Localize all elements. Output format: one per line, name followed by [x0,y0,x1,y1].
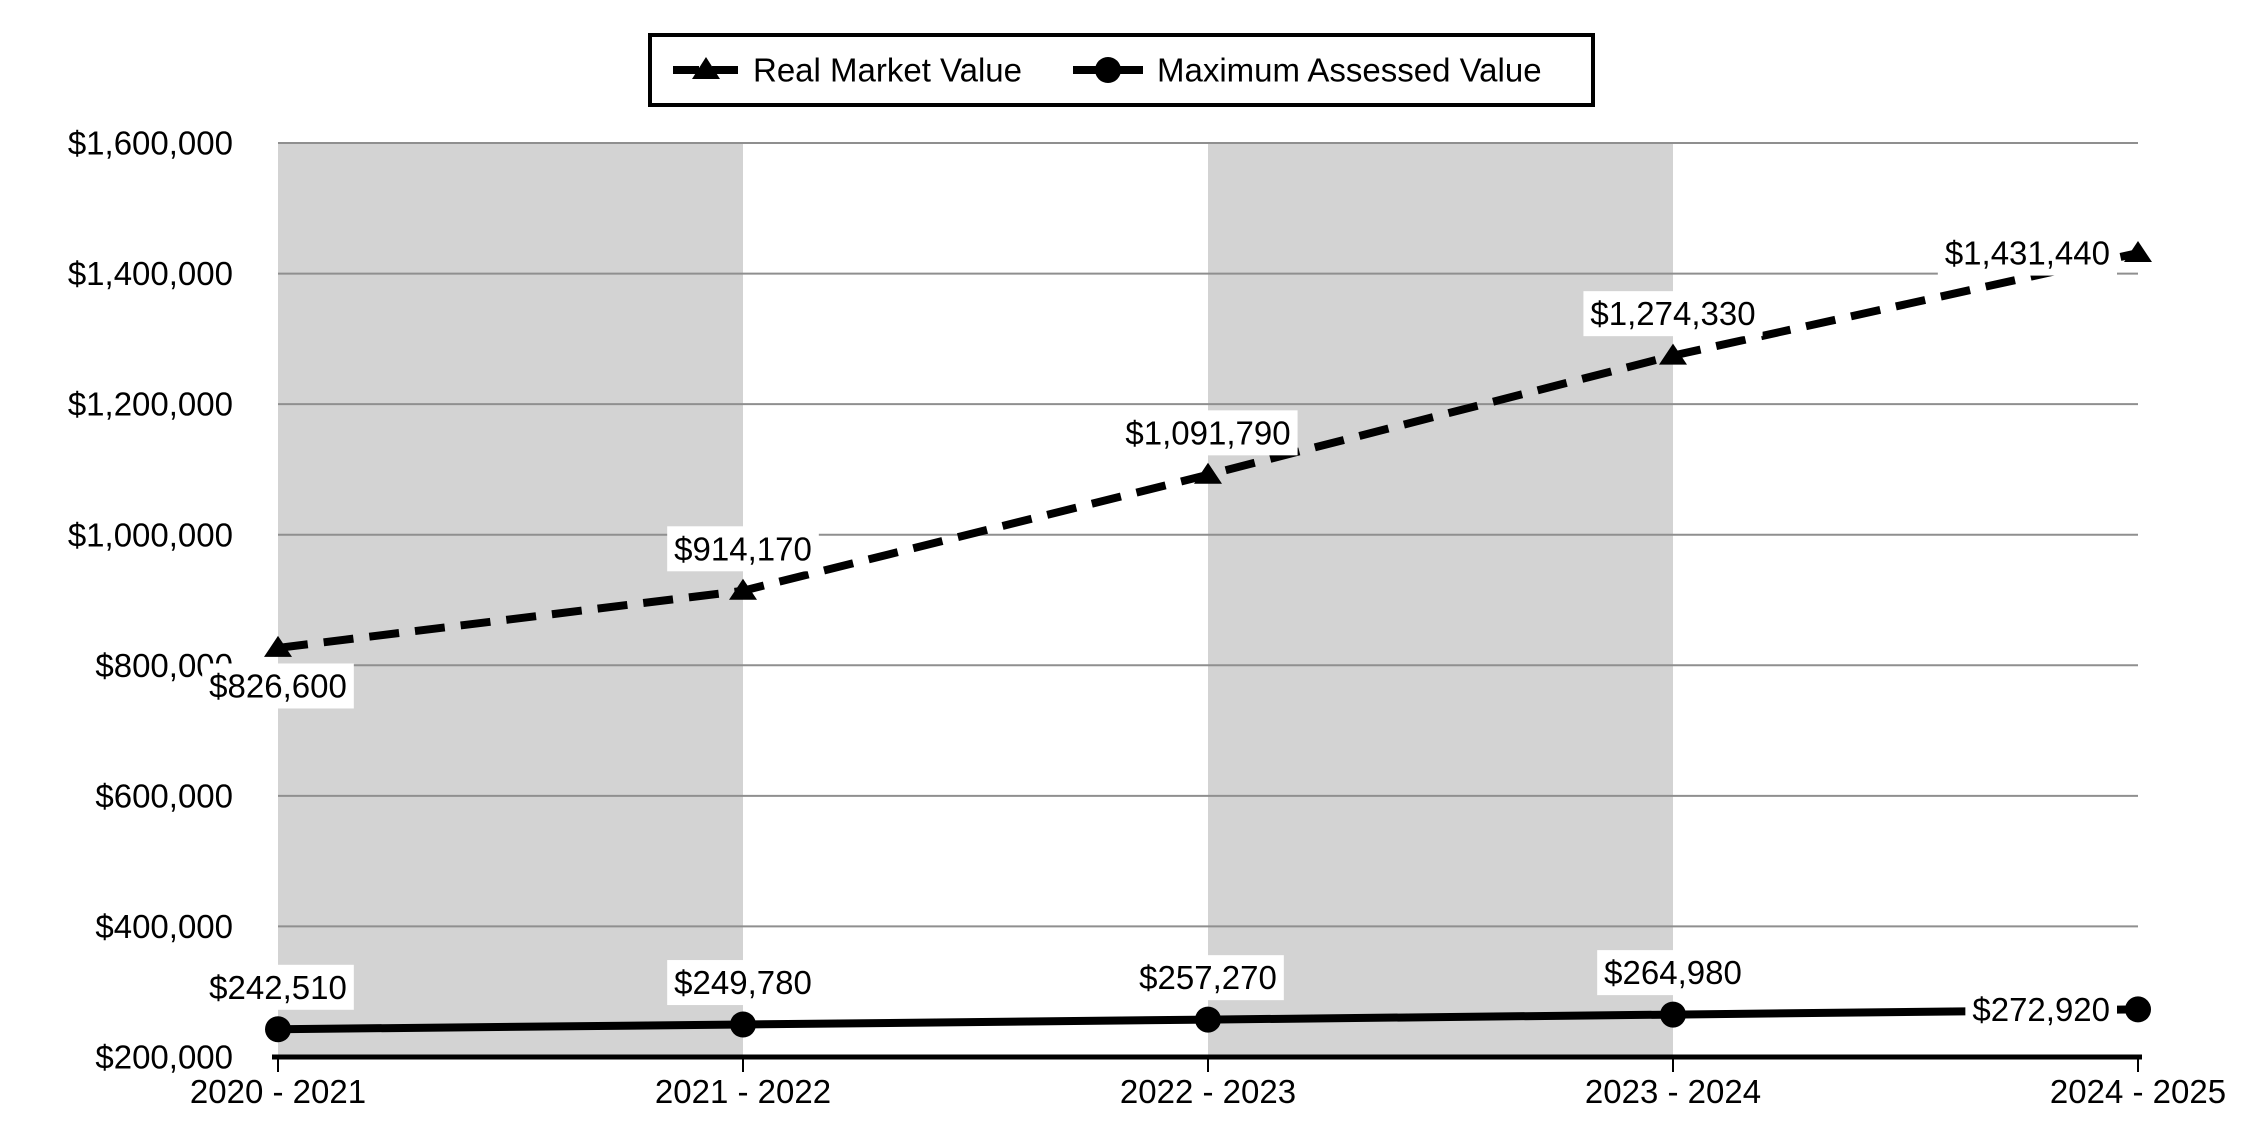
y-axis-tick-label: $1,400,000 [68,255,233,292]
circle-marker-icon [1195,1006,1221,1033]
legend-item-maximum-assessed-value: Maximum Assessed Value [1073,52,1542,89]
triangle-marker-icon [729,578,757,600]
data-point-label: $249,780 [674,964,812,1001]
data-label-background [202,964,354,1010]
series-maximum-assessed-value [265,996,2151,1043]
data-point-label: $1,091,790 [1125,414,1290,451]
legend-label-maximum-assessed-value: Maximum Assessed Value [1157,52,1542,89]
y-axis-tick-label: $1,600,000 [68,125,233,162]
data-point-label: $242,510 [209,969,347,1006]
x-axis-tick-label: 2024 - 2025 [2050,1073,2226,1110]
data-point-label: $264,980 [1604,954,1742,991]
legend-triangle-marker-icon [692,57,720,79]
x-axis-tick-label: 2022 - 2023 [1120,1073,1296,1110]
data-label-background [1583,291,1763,337]
y-axis-tick-label: $200,000 [95,1039,233,1076]
triangle-marker-icon [1194,462,1222,484]
gridlines-layer [278,142,2138,1058]
plot-band [1208,143,1673,1057]
series-real-market-value [264,241,2152,657]
circle-marker-icon [1660,1001,1686,1028]
data-labels-layer: $826,600 $914,170 $1,091,790 $1,274,330 $1,4… [202,230,2117,1032]
y-axis-labels-layer: $200,000$400,000$600,000$800,000$1,000,0… [68,125,233,1076]
circle-marker-icon [730,1011,756,1038]
x-axis-tick-label: 2020 - 2021 [190,1073,366,1110]
chart-legend: Real Market Value Maximum Assessed Value [648,33,1595,107]
legend-label-real-market-value: Real Market Value [753,52,1022,89]
legend-circle-marker-icon [1095,57,1121,83]
data-point-label: $914,170 [674,530,812,567]
data-point-label: $826,600 [209,667,347,704]
x-axis-tick-label: 2023 - 2024 [1585,1073,1761,1110]
y-axis-tick-label: $1,000,000 [68,516,233,553]
triangle-marker-icon [264,635,292,657]
data-label-background [667,960,819,1006]
y-axis-tick-label: $400,000 [95,908,233,945]
shaded-bands-layer [278,143,1673,1057]
data-point-label: $272,920 [1972,991,2110,1028]
data-label-background [1132,955,1284,1001]
data-point-label: $1,431,440 [1945,235,2110,272]
data-label-background [1965,986,2117,1032]
circle-marker-icon [2125,996,2151,1023]
triangle-marker-icon [1659,343,1687,365]
data-label-background [667,526,819,572]
series-layer [264,241,2152,1043]
data-label-background [1597,950,1749,996]
y-axis-tick-label: $1,200,000 [68,386,233,423]
triangle-marker-icon [2124,241,2152,263]
legend-item-real-market-value: Real Market Value [673,52,1022,89]
data-point-label: $257,270 [1139,959,1277,996]
y-axis-tick-label: $600,000 [95,777,233,814]
data-label-background [1937,230,2117,276]
circle-marker-icon [265,1016,291,1043]
plot-band [278,143,743,1057]
x-axis-tick-label: 2021 - 2022 [655,1073,831,1110]
x-axis-layer: 2020 - 2021 2021 - 2022 2022 - 2023 2023 - … [190,1054,2226,1110]
data-point-label: $1,274,330 [1590,295,1755,332]
data-label-background [1118,410,1298,456]
data-label-background [202,663,354,709]
